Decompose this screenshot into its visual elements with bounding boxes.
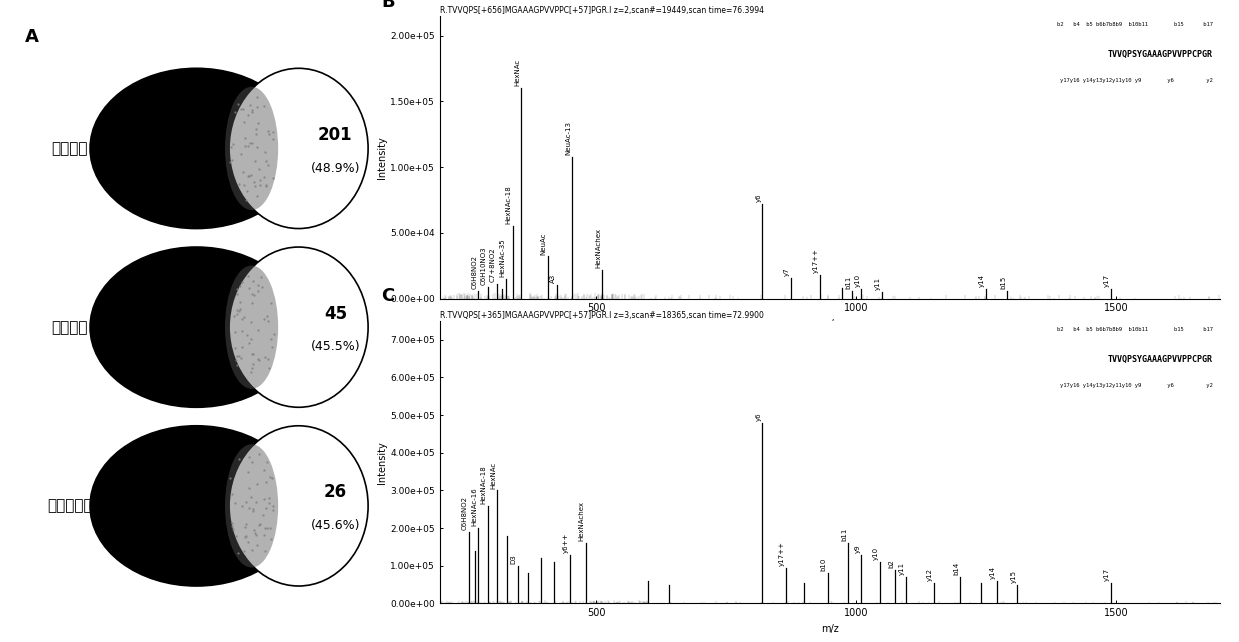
Text: y17y16 y14y13y12y11y10 y9        y6          y2: y17y16 y14y13y12y11y10 y9 y6 y2	[1059, 383, 1213, 388]
Text: y17y16 y14y13y12y11y10 y9        y6          y2: y17y16 y14y13y12y11y10 y9 y6 y2	[1059, 78, 1213, 83]
Text: y9: y9	[855, 544, 860, 553]
Text: C6H8NO2: C6H8NO2	[471, 255, 477, 289]
Text: b2   b4  b5 b6b7b8b9  b10b11        b15      b17: b2 b4 b5 b6b7b8b9 b10b11 b15 b17	[1057, 327, 1213, 332]
Text: A: A	[25, 28, 38, 46]
Text: y17: y17	[1104, 568, 1110, 581]
Text: HexNAc: HexNAc	[514, 59, 520, 86]
Text: NeuAc: NeuAc	[540, 232, 546, 254]
Text: y6: y6	[756, 193, 762, 202]
Text: C6H10NO3: C6H10NO3	[481, 246, 487, 285]
Text: HexNAchex: HexNAchex	[579, 501, 585, 541]
Ellipse shape	[229, 426, 368, 586]
Y-axis label: Intensity: Intensity	[378, 136, 388, 178]
Text: TVVQPSYGAAAGPVVPPCPGR: TVVQPSYGAAAGPVVPPCPGR	[1108, 50, 1213, 59]
X-axis label: m/z: m/z	[821, 319, 839, 329]
Text: TVVQPSYGAAAGPVVPPCPGR: TVVQPSYGAAAGPVVPPCPGR	[1108, 355, 1213, 364]
Text: y6++: y6++	[563, 532, 569, 553]
Text: y11: y11	[875, 277, 881, 290]
Text: NeuAc-13: NeuAc-13	[565, 121, 571, 155]
Text: b2: b2	[888, 559, 895, 568]
Ellipse shape	[229, 68, 368, 229]
Ellipse shape	[225, 87, 279, 210]
Text: 肽段序列: 肽段序列	[51, 320, 88, 334]
Ellipse shape	[229, 247, 368, 407]
Ellipse shape	[225, 444, 279, 568]
Text: y10: y10	[855, 274, 860, 288]
Ellipse shape	[90, 247, 302, 407]
Text: B: B	[382, 0, 395, 12]
Ellipse shape	[90, 68, 302, 229]
Text: C: C	[382, 287, 394, 305]
Text: 201: 201	[318, 126, 353, 144]
Text: y14: y14	[990, 566, 996, 579]
Text: 糖基化蛋白: 糖基化蛋白	[47, 498, 93, 514]
Text: 45: 45	[323, 304, 347, 322]
Text: b15: b15	[1000, 275, 1006, 289]
Text: C7+8NO2: C7+8NO2	[491, 247, 496, 282]
Text: y15: y15	[1011, 569, 1016, 583]
Text: b11: b11	[841, 528, 847, 541]
Text: HexNAc: HexNAc	[491, 462, 496, 489]
Ellipse shape	[225, 266, 279, 389]
Text: b2   b4  b5 b6b7b8b9  b10b11        b15      b17: b2 b4 b5 b6b7b8b9 b10b11 b15 b17	[1057, 22, 1213, 27]
Text: C6H8NO2: C6H8NO2	[462, 496, 468, 530]
Text: HexNAc-18: HexNAc-18	[481, 465, 487, 504]
Text: R.TVVQPS[+656]MGAAAGPVVPPC[+57]PGR.l z=2,scan#=19449,scan time=76.3994: R.TVVQPS[+656]MGAAAGPVVPPC[+57]PGR.l z=2…	[440, 6, 764, 15]
Text: y17++: y17++	[813, 248, 819, 273]
Text: b10: b10	[820, 558, 826, 571]
Text: b11: b11	[845, 275, 851, 289]
Text: HexNAchex: HexNAchex	[595, 228, 601, 268]
Text: (45.5%): (45.5%)	[311, 340, 361, 353]
Text: b14: b14	[953, 562, 959, 575]
Text: y7: y7	[784, 267, 790, 275]
Text: y6: y6	[756, 412, 762, 421]
Text: HexNAc-35: HexNAc-35	[499, 238, 506, 277]
Text: A3: A3	[550, 274, 556, 283]
Text: y14: y14	[979, 274, 985, 288]
Text: HexNAc-18: HexNAc-18	[506, 186, 512, 224]
Text: y17: y17	[1104, 274, 1110, 288]
Text: 26: 26	[323, 483, 347, 501]
Text: D3: D3	[510, 554, 517, 564]
Text: R.TVVQPS[+365]MGAAAGPVVPPC[+57]PGR.l z=3,scan#=18365,scan time=72.9900: R.TVVQPS[+365]MGAAAGPVVPPC[+57]PGR.l z=3…	[440, 311, 763, 320]
Text: (45.6%): (45.6%)	[311, 519, 361, 532]
Ellipse shape	[90, 426, 302, 586]
X-axis label: m/z: m/z	[821, 624, 839, 634]
Text: HexNAc-16: HexNAc-16	[471, 487, 477, 526]
Text: y17++: y17++	[779, 541, 784, 566]
Text: 完整糖肽: 完整糖肽	[51, 141, 88, 156]
Y-axis label: Intensity: Intensity	[378, 441, 388, 483]
Text: y10: y10	[872, 547, 878, 560]
Text: (48.9%): (48.9%)	[311, 162, 361, 175]
Text: y12: y12	[927, 568, 933, 581]
Text: y11: y11	[898, 562, 904, 575]
